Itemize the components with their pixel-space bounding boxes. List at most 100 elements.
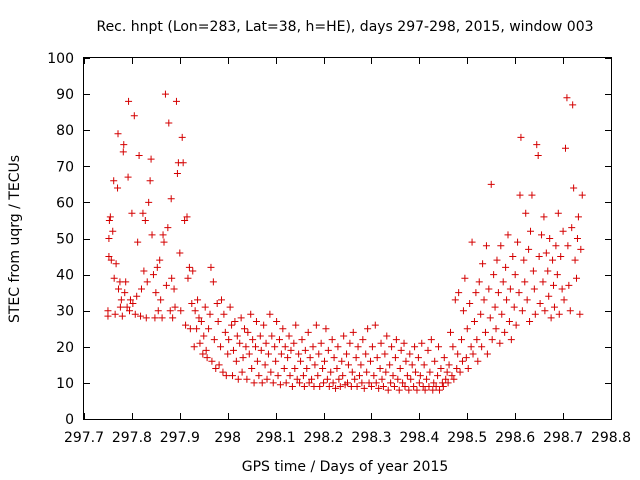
data-point <box>306 354 314 362</box>
data-point <box>212 364 220 372</box>
data-point <box>146 177 154 185</box>
data-point <box>544 267 552 275</box>
data-point <box>492 325 500 333</box>
x-tick-label: 298.1 <box>256 430 296 446</box>
data-point <box>538 231 546 239</box>
data-point <box>491 303 499 311</box>
data-point <box>424 346 432 354</box>
data-point <box>542 249 550 257</box>
data-point <box>497 242 505 250</box>
data-point <box>349 328 357 336</box>
data-point <box>493 256 501 264</box>
data-point <box>106 213 114 221</box>
data-point <box>257 346 265 354</box>
x-tick-label: 298.2 <box>303 430 343 446</box>
data-point <box>282 379 290 387</box>
data-point <box>189 267 197 275</box>
data-point <box>509 253 517 261</box>
data-point <box>569 101 577 109</box>
data-point <box>197 318 205 326</box>
data-point <box>486 314 494 322</box>
data-point <box>281 343 289 351</box>
data-point <box>303 364 311 372</box>
data-point <box>458 357 466 365</box>
data-point <box>201 303 209 311</box>
data-point <box>256 332 264 340</box>
data-point <box>258 379 266 387</box>
data-point <box>266 310 274 318</box>
data-point <box>272 357 280 365</box>
data-point <box>336 383 344 391</box>
data-point <box>364 325 372 333</box>
data-point <box>319 364 327 372</box>
data-point <box>352 354 360 362</box>
data-point <box>330 354 338 362</box>
data-point <box>252 343 260 351</box>
data-point <box>383 332 391 340</box>
data-point <box>343 350 351 358</box>
data-point <box>533 141 541 149</box>
data-point <box>479 260 487 268</box>
data-point <box>535 253 543 261</box>
data-point <box>271 343 279 351</box>
data-point <box>111 310 119 318</box>
data-point <box>386 361 394 369</box>
data-point <box>406 350 414 358</box>
x-tick-label: 298.6 <box>495 430 535 446</box>
data-point <box>269 379 277 387</box>
data-point <box>340 332 348 340</box>
data-point <box>291 364 299 372</box>
data-point <box>449 343 457 351</box>
data-point <box>229 372 237 380</box>
data-point <box>328 336 336 344</box>
data-point <box>267 368 275 376</box>
data-point <box>564 242 572 250</box>
data-point <box>169 314 177 322</box>
data-point <box>286 372 294 380</box>
data-point <box>344 361 352 369</box>
data-point <box>210 336 218 344</box>
data-point <box>425 383 433 391</box>
data-point <box>378 375 386 383</box>
data-point <box>252 318 260 326</box>
data-point <box>172 97 180 105</box>
data-point <box>274 372 282 380</box>
data-point <box>421 386 429 394</box>
data-point <box>165 119 173 127</box>
data-point <box>250 379 258 387</box>
data-point <box>140 267 148 275</box>
data-point <box>209 278 217 286</box>
data-point <box>382 368 390 376</box>
data-point <box>418 339 426 347</box>
data-point <box>507 336 515 344</box>
data-point <box>217 343 225 351</box>
data-point <box>488 336 496 344</box>
data-point <box>317 339 325 347</box>
data-point <box>159 231 167 239</box>
data-point <box>401 383 409 391</box>
data-point <box>444 379 452 387</box>
data-point <box>134 238 142 246</box>
data-point <box>112 260 120 268</box>
data-point <box>426 368 434 376</box>
data-point <box>130 112 138 120</box>
data-point <box>431 357 439 365</box>
data-point <box>262 339 270 347</box>
data-point <box>379 383 387 391</box>
data-point <box>122 278 130 286</box>
data-point <box>456 368 464 376</box>
data-point <box>315 350 323 358</box>
data-point <box>177 307 185 315</box>
data-point <box>220 310 228 318</box>
data-point <box>522 209 530 217</box>
data-point <box>228 321 236 329</box>
y-axis-ticks: 0 10 20 30 40 50 60 70 80 90 100 <box>47 51 611 428</box>
data-point <box>357 361 365 369</box>
data-point <box>195 314 203 322</box>
data-point <box>239 354 247 362</box>
data-point <box>448 372 456 380</box>
data-point <box>123 303 131 311</box>
data-point <box>104 312 112 320</box>
y-tick-label: 80 <box>56 123 74 139</box>
data-point <box>462 354 470 362</box>
